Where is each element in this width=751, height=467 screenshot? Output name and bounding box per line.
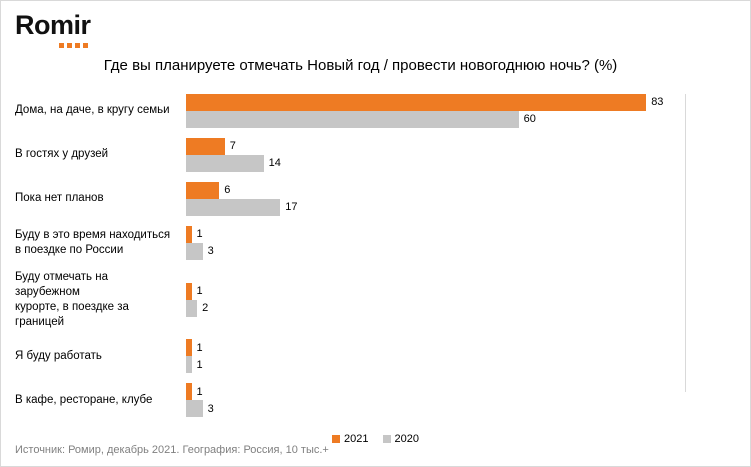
category-label: Дома, на даче, в кругу семьи <box>15 104 170 117</box>
category-label: Я буду работать <box>15 349 102 362</box>
bar-value: 1 <box>196 285 203 298</box>
romir-logo: Romir <box>1 1 750 48</box>
bar-value: 3 <box>207 402 214 415</box>
bar-2020 <box>186 356 192 374</box>
bar-line-2021: 6 <box>186 181 685 199</box>
legend-swatch <box>382 435 391 444</box>
bar-line-2021: 7 <box>186 137 685 155</box>
bar-line-2021: 1 <box>186 282 685 300</box>
category-label: В кафе, ресторане, клубе <box>15 393 153 406</box>
legend-item-2020: 2020 <box>382 433 419 446</box>
bar-2020 <box>186 154 264 172</box>
bar-2021 <box>186 93 647 111</box>
logo-dot-icon <box>67 42 72 48</box>
legend-label: 2020 <box>394 433 419 446</box>
bar-line-2020: 60 <box>186 110 685 128</box>
legend-label: 2021 <box>344 433 369 446</box>
bar-value: 7 <box>229 140 236 153</box>
bar-chart: Дома, на даче, в кругу семьи 83 60 В гостях… <box>1 93 750 418</box>
bar-2021 <box>186 225 192 243</box>
chart-row: Я буду работать 1 1 <box>15 339 750 374</box>
bar-value: 6 <box>224 184 231 197</box>
bar-2020 <box>186 400 203 418</box>
bar-line-2020: 14 <box>186 154 685 172</box>
bar-2021 <box>186 339 192 357</box>
legend-item-2021: 2021 <box>332 433 369 446</box>
bar-2020 <box>186 242 203 260</box>
source-note: Источник: Ромир, декабрь 2021. География… <box>15 444 329 456</box>
bar-value: 60 <box>523 113 536 126</box>
category-label: Буду отмечать на зарубежном курорте, в по… <box>15 270 129 328</box>
bar-2021 <box>186 137 225 155</box>
bar-line-2021: 83 <box>186 93 685 111</box>
legend-swatch <box>332 435 341 444</box>
bar-line-2020: 3 <box>186 400 685 418</box>
bar-value: 1 <box>196 358 203 371</box>
bar-value: 3 <box>207 245 214 258</box>
bar-2020 <box>186 198 281 216</box>
bar-2021 <box>186 181 220 199</box>
chart-row: В гостях у друзей 7 14 <box>15 137 750 172</box>
plot-right-border <box>685 93 686 392</box>
bar-value: 2 <box>202 302 209 315</box>
chart-title: Где вы планируете отмечать Новый год / п… <box>103 56 618 74</box>
category-label: Пока нет планов <box>15 192 104 205</box>
logo-dot-icon <box>75 42 80 48</box>
bar-2020 <box>186 110 519 128</box>
bar-value: 1 <box>196 385 203 398</box>
logo-dot-icon <box>59 42 64 48</box>
bar-line-2021: 1 <box>186 383 685 401</box>
bar-2020 <box>186 299 198 317</box>
chart-row: Буду отмечать на зарубежном курорте, в по… <box>15 270 750 330</box>
romir-logo-dots-icon <box>59 42 750 48</box>
bar-value: 1 <box>196 228 203 241</box>
logo-dot-icon <box>83 42 88 48</box>
legend: 2021 2020 <box>1 433 750 445</box>
category-label: Буду в это время находиться в поездке по … <box>15 228 171 256</box>
bar-line-2020: 17 <box>186 198 685 216</box>
category-label: В гостях у друзей <box>15 148 109 161</box>
plot-area: Дома, на даче, в кругу семьи 83 60 В гостях… <box>15 93 750 418</box>
chart-row: Дома, на даче, в кругу семьи 83 60 <box>15 93 750 128</box>
bar-value: 83 <box>651 96 664 109</box>
bar-value: 1 <box>196 341 203 354</box>
chart-row: Пока нет планов 6 17 <box>15 181 750 216</box>
chart-row: Буду в это время находиться в поездке по … <box>15 225 750 260</box>
bar-group: 6 17 <box>186 181 685 216</box>
bar-line-2021: 1 <box>186 225 685 243</box>
bar-line-2020: 2 <box>186 299 685 317</box>
bar-2021 <box>186 282 192 300</box>
bar-value: 17 <box>285 201 298 214</box>
bar-2021 <box>186 383 192 401</box>
bar-line-2020: 1 <box>186 356 685 374</box>
chart-row: В кафе, ресторане, клубе 1 3 <box>15 383 750 418</box>
bar-group: 83 60 <box>186 93 685 128</box>
bar-value: 14 <box>268 157 281 170</box>
romir-logo-text: Romir <box>15 10 91 40</box>
bar-line-2021: 1 <box>186 339 685 357</box>
bar-line-2020: 3 <box>186 242 685 260</box>
bar-group: 7 14 <box>186 137 685 172</box>
